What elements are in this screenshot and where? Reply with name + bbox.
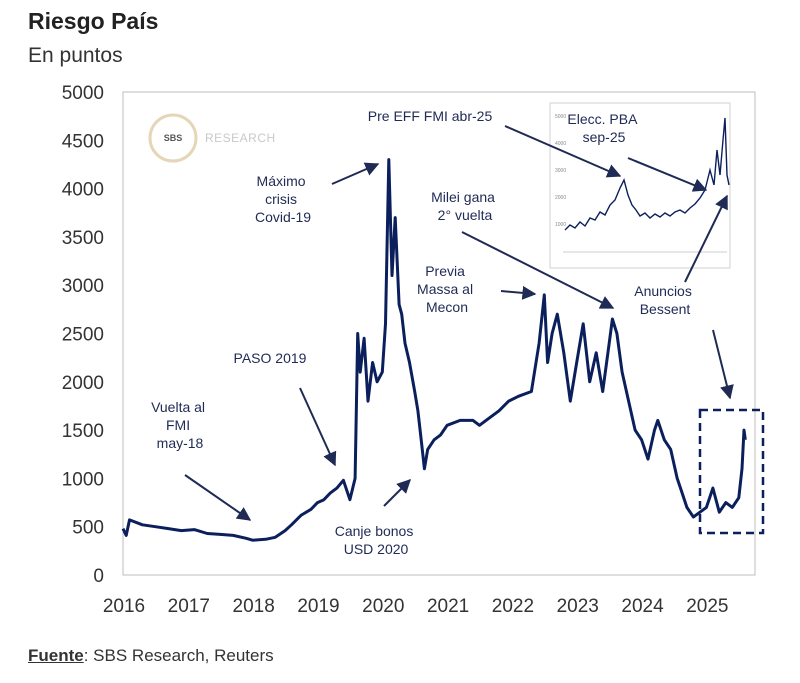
- ann-line: PASO 2019: [234, 350, 307, 366]
- ann-line: USD 2020: [344, 541, 409, 557]
- ann-line: Milei gana: [431, 189, 495, 205]
- sbs-logo: SBS RESEARCH: [148, 113, 276, 163]
- annotation-vuelta-fmi: Vuelta al FMI may-18: [151, 399, 209, 451]
- x-tick-label: 2018: [233, 596, 275, 617]
- source-label: Fuente: [28, 646, 84, 665]
- ann-line: may-18: [157, 435, 204, 451]
- ann-line: Anuncios: [634, 283, 692, 299]
- arrow-pre-eff: [504, 125, 622, 178]
- arrow-maximo-covid: [331, 162, 380, 185]
- inset-line: [564, 117, 730, 231]
- arrow-massa: [500, 285, 537, 300]
- source-text: : SBS Research, Reuters: [83, 646, 274, 665]
- ann-line: Covid-19: [255, 209, 311, 225]
- x-tick-label: 2025: [686, 596, 728, 617]
- arrow-paso-2019: [299, 387, 337, 467]
- arrow-canje-bonos: [383, 479, 411, 507]
- x-tick-label: 2021: [427, 596, 469, 617]
- annotation-maximo-covid: Máximo crisis Covid-19: [255, 173, 311, 225]
- inset-tick: 5000: [555, 114, 566, 120]
- y-tick-label: 0: [93, 566, 104, 587]
- ann-line: Canje bonos: [335, 523, 414, 539]
- arrow-elecc-pba: [627, 157, 708, 192]
- ann-line: Vuelta al: [151, 399, 205, 415]
- chart-title: Riesgo País: [28, 8, 159, 34]
- x-axis: 2016 2017 2018 2019 2020 2021 2022 2023 2024 2025: [103, 596, 729, 617]
- y-tick-label: 1000: [62, 469, 104, 490]
- x-tick-label: 2019: [297, 596, 339, 617]
- ann-line: Mecon: [426, 299, 468, 315]
- annotation-milei: Milei gana 2° vuelta: [431, 189, 499, 223]
- annotation-elecc-pba: Elecc. PBA sep-25: [567, 111, 640, 145]
- plot-frame: [122, 91, 756, 576]
- inset-tick: 1000: [555, 222, 566, 228]
- x-tick-label: 2017: [168, 596, 210, 617]
- y-tick-label: 2000: [62, 373, 104, 394]
- inset-tick: 3000: [555, 168, 566, 174]
- logo-mark: SBS: [164, 133, 183, 143]
- inset-tick: 2000: [555, 195, 566, 201]
- arrow-bessent-inset: [684, 194, 728, 283]
- ann-line: crisis: [265, 191, 297, 207]
- y-tick-label: 3500: [62, 228, 104, 249]
- arrow-milei: [461, 231, 615, 309]
- annotation-pre-eff: Pre EFF FMI abr-25: [368, 108, 493, 124]
- y-axis: 0 500 1000 1500 2000 2500 3000 3500 4000 4500 5000: [62, 83, 104, 587]
- ann-line: sep-25: [583, 129, 626, 145]
- x-tick-label: 2016: [103, 596, 145, 617]
- logo-text: RESEARCH: [205, 131, 276, 145]
- x-tick-label: 2023: [557, 596, 599, 617]
- y-tick-label: 500: [72, 518, 104, 539]
- inset-tick: 4000: [555, 141, 566, 147]
- arrow-vuelta-fmi: [184, 474, 252, 521]
- arrow-bessent-main: [712, 329, 734, 400]
- ann-line: Massa al: [417, 281, 473, 297]
- x-tick-label: 2024: [621, 596, 664, 617]
- y-tick-label: 5000: [62, 83, 104, 104]
- ann-line: Bessent: [640, 301, 691, 317]
- logo-ring: [148, 113, 198, 163]
- y-tick-label: 4500: [62, 131, 104, 152]
- ann-line: FMI: [166, 417, 190, 433]
- ann-line: Previa: [425, 263, 465, 279]
- annotation-canje-bonos: Canje bonos USD 2020: [335, 523, 418, 557]
- y-tick-label: 1500: [62, 421, 104, 442]
- y-tick-label: 3000: [62, 276, 104, 297]
- ann-line: Elecc. PBA: [567, 111, 638, 127]
- ann-line: Pre EFF FMI abr-25: [368, 108, 493, 124]
- x-tick-label: 2022: [492, 596, 534, 617]
- y-tick-label: 4000: [62, 180, 104, 201]
- annotation-massa: Previa Massa al Mecon: [417, 263, 477, 315]
- ann-line: 2° vuelta: [438, 207, 493, 223]
- annotation-bessent: Anuncios Bessent: [634, 283, 695, 317]
- x-tick-label: 2020: [362, 596, 404, 617]
- series-line: [121, 158, 747, 542]
- ann-line: Máximo: [257, 173, 306, 189]
- source-note: Fuente: SBS Research, Reuters: [28, 646, 274, 666]
- chart-subtitle: En puntos: [28, 44, 123, 67]
- annotation-paso-2019: PASO 2019: [234, 350, 307, 366]
- highlight-box: [698, 408, 765, 535]
- y-tick-label: 2500: [62, 325, 104, 346]
